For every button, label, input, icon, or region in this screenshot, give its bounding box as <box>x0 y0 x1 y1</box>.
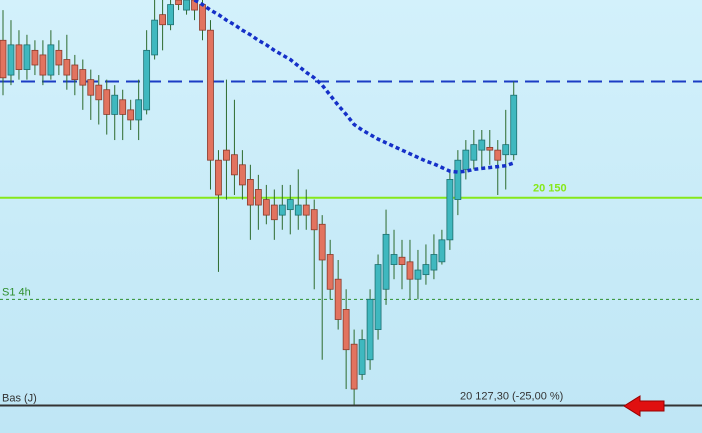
candle-body <box>262 199 270 216</box>
candle-body <box>246 179 254 206</box>
candle-body <box>374 264 382 330</box>
candle-body <box>0 39 7 79</box>
candle-body <box>334 278 342 320</box>
candle-body <box>55 49 63 66</box>
candle-body <box>39 54 47 76</box>
candle-body <box>430 254 438 271</box>
candle-body <box>7 44 15 76</box>
candle-body <box>167 4 174 26</box>
candle-body <box>159 14 167 26</box>
candle-body <box>111 94 119 115</box>
candle-body <box>87 79 95 96</box>
level-label: 20 127,30 (-25,00 %) <box>460 390 563 402</box>
candle-body <box>318 223 326 261</box>
candle-body <box>95 84 103 101</box>
candle-body <box>191 0 198 11</box>
candle-body <box>79 69 87 86</box>
candle-body <box>478 139 486 151</box>
candle-body <box>398 256 406 265</box>
candle-body <box>486 146 494 151</box>
candle-body <box>462 149 470 170</box>
candle-body <box>382 233 390 290</box>
candle-body <box>23 44 31 70</box>
candle-body <box>175 0 182 5</box>
candle-body <box>199 4 206 31</box>
candle-body <box>502 144 510 156</box>
candle-body <box>310 209 318 231</box>
candle-body <box>454 159 462 200</box>
candle-body <box>366 298 374 361</box>
candle-body <box>15 44 23 70</box>
candle-body <box>326 254 334 290</box>
candle-body <box>231 154 238 176</box>
candle-body <box>215 159 222 196</box>
price-arrow <box>623 395 665 417</box>
candle-body <box>278 204 286 216</box>
candle-body <box>342 309 350 351</box>
candle-body <box>470 144 478 161</box>
candle-body <box>207 29 214 161</box>
candle-body <box>510 94 518 156</box>
moving-average <box>193 0 515 174</box>
candle-body <box>446 179 454 241</box>
candle-body <box>47 44 55 76</box>
candle-body <box>223 149 230 161</box>
candle-body <box>254 189 262 206</box>
candle-body <box>103 89 111 115</box>
candle-body <box>350 343 358 390</box>
candle-body <box>294 204 302 216</box>
candle-body <box>119 99 127 115</box>
candle-body <box>63 59 71 76</box>
candle-body <box>183 0 190 11</box>
candle-body <box>422 264 430 276</box>
candle-body <box>414 269 422 280</box>
candle-body <box>438 239 446 263</box>
candle-body <box>238 164 246 186</box>
candle-body <box>31 49 39 66</box>
candle-body <box>406 261 414 280</box>
candle-body <box>390 254 398 265</box>
candle-body <box>151 19 159 56</box>
level-name: Bas (J) <box>2 392 37 404</box>
level-name: S1 4h <box>2 286 31 298</box>
candle-body <box>143 49 151 111</box>
candle-body <box>358 339 366 375</box>
candle-body <box>270 204 278 221</box>
candle-body <box>71 64 79 81</box>
candle-body <box>302 204 310 216</box>
candle-body <box>127 109 135 121</box>
candle-body <box>286 199 294 211</box>
candle-body <box>135 99 143 121</box>
candle-body <box>494 149 502 161</box>
level-label: 20 150 <box>533 183 567 195</box>
